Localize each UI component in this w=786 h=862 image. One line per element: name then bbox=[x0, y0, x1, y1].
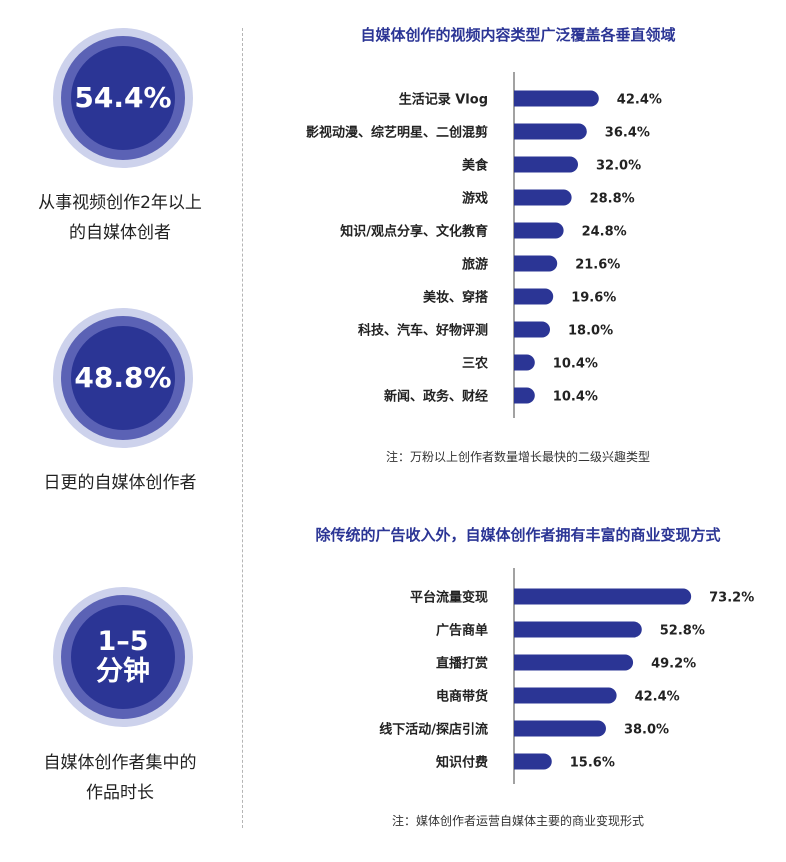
chart-1-bar bbox=[514, 123, 587, 140]
chart-2-category-label: 知识付费 bbox=[436, 755, 488, 771]
chart-1-bar-cap bbox=[514, 123, 522, 140]
chart-2-title: 除传统的广告收入外，自媒体创作者拥有丰富的商业变现方式 bbox=[315, 526, 721, 544]
stat-value-1: 54.4% bbox=[71, 46, 175, 150]
chart-2-category-label: 广告商单 bbox=[436, 623, 488, 639]
chart-2-bar bbox=[514, 588, 692, 605]
stat-caption-1-line2: 的自媒体创者 bbox=[69, 223, 171, 243]
stat-value-3-line1: 1–5 bbox=[97, 626, 149, 658]
chart-2-bar bbox=[514, 621, 642, 638]
stat-caption-3-line2: 作品时长 bbox=[86, 783, 154, 803]
chart-1-category-label: 旅游 bbox=[462, 257, 488, 273]
stat-circle-1: 54.4% bbox=[53, 28, 193, 168]
chart-1-bar-cap bbox=[514, 387, 522, 404]
chart-2-plot: 平台流量变现 73.2% 广告商单 52.8% 直播打赏 49.2% 电商带货 42.4% 线下… bbox=[379, 568, 754, 784]
chart-1-category-label: 新闻、政务、财经 bbox=[384, 389, 488, 405]
chart-1-value-label: 10.4% bbox=[553, 357, 598, 372]
stat-caption-2: 日更的自媒体创作者 bbox=[0, 468, 240, 498]
chart-1-bar-cap bbox=[514, 156, 522, 173]
chart-1-category-label: 科技、汽车、好物评测 bbox=[358, 323, 488, 339]
stat-ring-3: 1–5 分钟 bbox=[61, 595, 185, 719]
chart-1-bar-cap bbox=[514, 321, 522, 338]
chart-1-bar bbox=[514, 189, 572, 206]
chart-1-note: 注：万粉以上创作者数量增长最快的二级兴趣类型 bbox=[385, 450, 650, 464]
stat-caption-1: 从事视频创作2年以上 的自媒体创者 bbox=[0, 188, 240, 248]
chart-2-category-label: 电商带货 bbox=[436, 689, 488, 705]
chart-2-value-label: 38.0% bbox=[624, 723, 669, 738]
chart-1-value-label: 24.8% bbox=[582, 225, 627, 240]
chart-2-note: 注：媒体创作者运营自媒体主要的商业变现形式 bbox=[391, 814, 644, 828]
stat-circle-3: 1–5 分钟 bbox=[53, 587, 193, 727]
chart-2-category-label: 平台流量变现 bbox=[410, 590, 488, 606]
chart-2-category-label: 线下活动/探店引流 bbox=[379, 722, 488, 738]
chart-2-value-label: 42.4% bbox=[635, 690, 680, 705]
dashed-divider bbox=[242, 28, 243, 828]
chart-1-bar bbox=[514, 222, 564, 239]
chart-1-plot: 生活记录 Vlog 42.4% 影视动漫、综艺明星、二创混剪 36.4% 美食 32.0%… bbox=[306, 72, 662, 418]
chart-1-bar bbox=[514, 255, 558, 272]
stat-ring-2: 48.8% bbox=[61, 316, 185, 440]
chart-1-bar-cap bbox=[514, 189, 522, 206]
chart-1-title: 自媒体创作的视频内容类型广泛覆盖各垂直领域 bbox=[360, 26, 676, 44]
chart-2-value-label: 52.8% bbox=[660, 624, 705, 639]
chart-1-bar-cap bbox=[514, 222, 522, 239]
chart-2-bar-cap bbox=[514, 654, 522, 671]
chart-1-bar-cap bbox=[514, 255, 522, 272]
stat-caption-3: 自媒体创作者集中的 作品时长 bbox=[0, 748, 240, 808]
chart-1-category-label: 影视动漫、综艺明星、二创混剪 bbox=[306, 125, 488, 141]
chart-2-bar-cap bbox=[514, 588, 522, 605]
chart-1-bar bbox=[514, 321, 550, 338]
chart-2-bar-cap bbox=[514, 687, 522, 704]
chart-1-bar bbox=[514, 90, 599, 107]
stat-circle-2: 48.8% bbox=[53, 308, 193, 448]
chart-1-bar bbox=[514, 288, 554, 305]
chart-1-value-label: 21.6% bbox=[575, 258, 620, 273]
stat-caption-2-line1: 日更的自媒体创作者 bbox=[43, 473, 197, 493]
chart-1-bar-cap bbox=[514, 354, 522, 371]
chart-1-category-label: 美食 bbox=[462, 158, 489, 174]
chart-1-bar-cap bbox=[514, 90, 522, 107]
chart-1-bar bbox=[514, 156, 578, 173]
chart-1-category-label: 游戏 bbox=[462, 191, 488, 207]
chart-1-category-label: 三农 bbox=[462, 356, 488, 372]
chart-2-category-label: 直播打赏 bbox=[436, 656, 488, 672]
chart-2-value-label: 49.2% bbox=[651, 657, 696, 672]
chart-1-value-label: 18.0% bbox=[568, 324, 613, 339]
chart-1-value-label: 42.4% bbox=[617, 93, 662, 108]
chart-1-value-label: 36.4% bbox=[605, 126, 650, 141]
chart-1-bar-cap bbox=[514, 288, 522, 305]
stat-value-3-line2: 分钟 bbox=[96, 656, 150, 687]
stat-value-2: 48.8% bbox=[71, 326, 175, 430]
chart-2-bar-cap bbox=[514, 621, 522, 638]
chart-2-bar bbox=[514, 720, 606, 737]
chart-1-value-label: 19.6% bbox=[571, 291, 616, 306]
chart-1-value-label: 10.4% bbox=[553, 390, 598, 405]
chart-2-bar bbox=[514, 753, 552, 770]
chart-1-value-label: 32.0% bbox=[596, 159, 641, 174]
stat-caption-3-line1: 自媒体创作者集中的 bbox=[43, 753, 197, 773]
stats-column: 54.4% 从事视频创作2年以上 的自媒体创者 48.8% 日更的自媒体创作者 … bbox=[0, 0, 240, 862]
stat-ring-1: 54.4% bbox=[61, 36, 185, 160]
chart-2-bar bbox=[514, 654, 634, 671]
chart-2-value-label: 73.2% bbox=[709, 591, 754, 606]
chart-2-value-label: 15.6% bbox=[570, 756, 615, 771]
chart-2-bar-cap bbox=[514, 753, 522, 770]
chart-2-bar-cap bbox=[514, 720, 522, 737]
stat-value-3: 1–5 分钟 bbox=[71, 605, 175, 709]
chart-1-category-label: 美妆、穿搭 bbox=[423, 290, 489, 306]
chart-1-category-label: 生活记录 Vlog bbox=[399, 92, 488, 108]
chart-1-value-label: 28.8% bbox=[590, 192, 635, 207]
chart-2-bar bbox=[514, 687, 617, 704]
stat-caption-1-line1: 从事视频创作2年以上 bbox=[38, 193, 202, 213]
chart-1-category-label: 知识/观点分享、文化教育 bbox=[340, 224, 488, 240]
